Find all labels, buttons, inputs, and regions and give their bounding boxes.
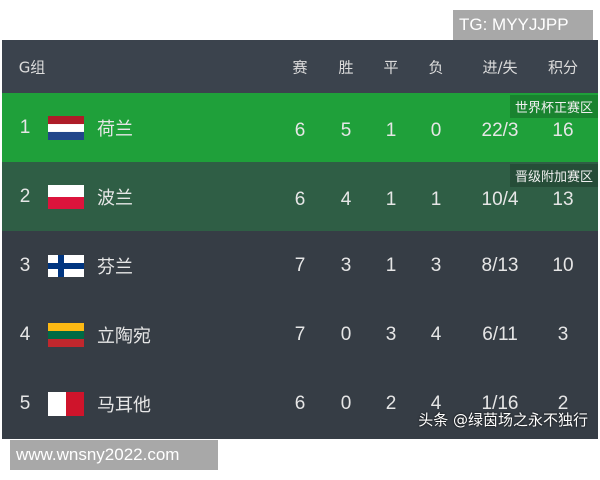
watermark-top: TG: MYYJJPP <box>453 10 593 40</box>
points-value: 13 <box>552 188 574 210</box>
played-value: 6 <box>294 119 306 141</box>
played-value: 7 <box>294 254 306 276</box>
group-label: G组 <box>18 58 46 76</box>
lost-value: 1 <box>430 188 442 210</box>
table-row[interactable]: 4 立陶宛 7 0 3 4 6/11 3 <box>2 300 598 369</box>
watermark-bottom: www.wnsny2022.com <box>10 440 218 470</box>
malta-flag-icon <box>48 391 84 416</box>
points-value: 16 <box>552 119 574 141</box>
col-goals: 进/失 <box>482 58 518 76</box>
goals-value: 10/4 <box>481 188 519 210</box>
table-header: G组 赛 胜 平 负 进/失 积分 <box>2 40 598 93</box>
table-row[interactable]: 3 芬兰 7 3 1 3 8/13 10 <box>2 231 598 300</box>
drawn-value: 3 <box>385 323 397 345</box>
won-value: 3 <box>340 254 352 276</box>
col-lost: 负 <box>428 58 444 76</box>
points-value: 2 <box>557 392 569 414</box>
watermark-source: 头条 @绿茵场之永不独行 <box>418 411 588 429</box>
points-value: 3 <box>557 323 569 345</box>
lost-value: 4 <box>430 323 442 345</box>
team-name: 马耳他 <box>97 394 151 416</box>
won-value: 0 <box>340 323 352 345</box>
lithuania-flag-icon <box>48 322 84 347</box>
drawn-value: 1 <box>385 188 397 210</box>
goals-value: 22/3 <box>481 119 519 141</box>
lost-value: 4 <box>430 392 442 414</box>
goals-value: 6/11 <box>482 323 518 345</box>
col-played: 赛 <box>292 58 308 76</box>
played-value: 6 <box>294 188 306 210</box>
col-drawn: 平 <box>383 58 399 76</box>
col-points: 积分 <box>547 58 579 76</box>
zone-tag: 世界杯正赛区 <box>509 95 598 118</box>
drawn-value: 2 <box>385 392 397 414</box>
col-won: 胜 <box>338 58 354 76</box>
goals-value: 1/16 <box>481 392 519 414</box>
rank: 4 <box>19 323 31 345</box>
played-value: 6 <box>294 392 306 414</box>
table-row[interactable]: 2 波兰 6 4 1 1 10/4 13 晋级附加赛区 <box>2 162 598 231</box>
won-value: 5 <box>340 119 352 141</box>
team-name: 波兰 <box>97 187 133 209</box>
won-value: 0 <box>340 392 352 414</box>
finland-flag-icon <box>48 254 84 278</box>
poland-flag-icon <box>48 184 84 209</box>
team-name: 芬兰 <box>97 256 133 278</box>
rank: 3 <box>19 254 31 276</box>
table-row[interactable]: 5 马耳他 6 0 2 4 1/16 2 <box>2 369 598 438</box>
goals-value: 8/13 <box>481 254 519 276</box>
netherlands-flag-icon <box>48 115 84 140</box>
rank: 5 <box>19 392 31 414</box>
points-value: 10 <box>552 254 574 276</box>
lost-value: 0 <box>430 119 442 141</box>
won-value: 4 <box>340 188 352 210</box>
drawn-value: 1 <box>385 119 397 141</box>
zone-tag: 晋级附加赛区 <box>509 164 598 187</box>
team-name: 立陶宛 <box>97 325 151 347</box>
rank: 1 <box>19 116 31 138</box>
table-row[interactable]: 1 荷兰 6 5 1 0 22/3 16 世界杯正赛区 <box>2 93 598 162</box>
standings-table: G组 赛 胜 平 负 进/失 积分 1 荷兰 6 5 1 0 22/3 16 世界杯正赛区 2 波兰… <box>2 40 598 439</box>
drawn-value: 1 <box>385 254 397 276</box>
rank: 2 <box>19 185 31 207</box>
team-name: 荷兰 <box>97 118 133 140</box>
lost-value: 3 <box>430 254 442 276</box>
played-value: 7 <box>294 323 306 345</box>
